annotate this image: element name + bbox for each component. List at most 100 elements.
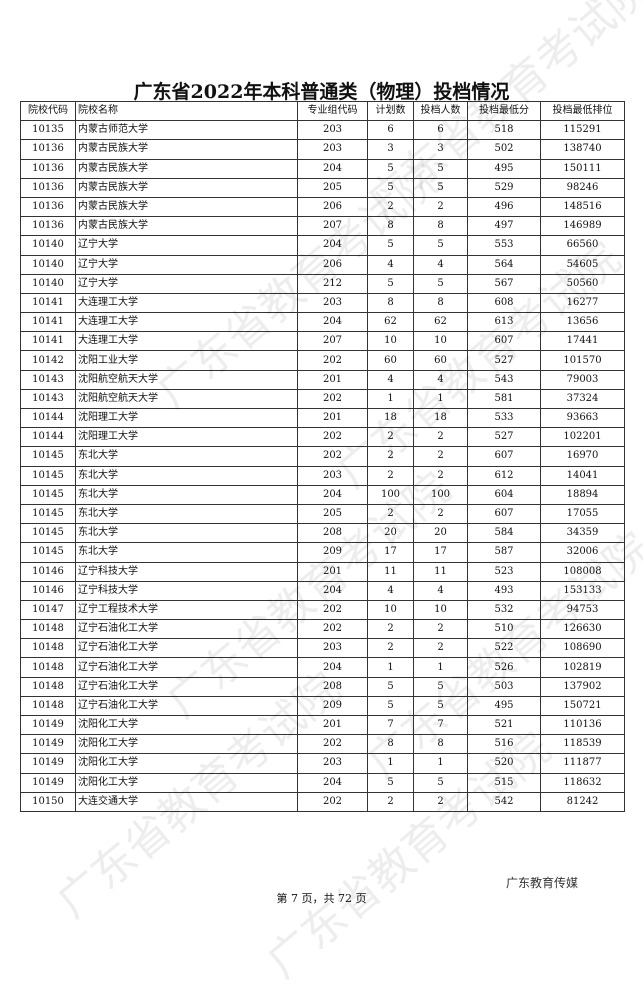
table-cell: 118632: [540, 772, 625, 793]
table-cell: 60: [413, 350, 468, 371]
table-cell: 内蒙古民族大学: [75, 177, 298, 198]
table-cell: 辽宁科技大学: [75, 580, 298, 601]
table-cell: 10136: [20, 216, 76, 237]
table-cell: 东北大学: [75, 523, 298, 544]
table-cell: 10150: [20, 791, 76, 812]
table-cell: 2: [367, 791, 414, 812]
table-cell: 108008: [540, 561, 625, 582]
table-cell: 辽宁大学: [75, 235, 298, 256]
table-cell: 138740: [540, 139, 625, 160]
table-cell: 201: [297, 714, 368, 736]
table-cell: 202: [297, 734, 368, 755]
table-row: 10145 东北大学 205 2 2 607 17055: [20, 503, 625, 525]
table-cell: 4: [367, 580, 414, 601]
table-cell: 东北大学: [75, 542, 298, 563]
table-cell: 16970: [540, 446, 625, 467]
table-cell: 10148: [20, 695, 76, 717]
table-cell: 10145: [20, 465, 76, 486]
table-cell: 502: [467, 139, 541, 160]
table-cell: 510: [467, 619, 541, 640]
table-row: 10144 沈阳理工大学 202 2 2 527 102201: [20, 427, 625, 448]
table-cell: 18: [367, 407, 414, 429]
table-cell: 内蒙古民族大学: [75, 196, 298, 218]
table-cell: 204: [297, 312, 368, 333]
table-cell: 10: [413, 331, 468, 352]
table-cell: 206: [297, 254, 368, 275]
table-row: 10141 大连理工大学 204 62 62 613 13656: [20, 312, 625, 333]
table-cell: 内蒙古民族大学: [75, 158, 298, 179]
table-cell: 沈阳理工大学: [75, 427, 298, 448]
table-row: 10146 辽宁科技大学 201 11 11 523 108008: [20, 561, 625, 582]
table-cell: 493: [467, 580, 541, 601]
table-cell: 沈阳航空航天大学: [75, 388, 298, 410]
table-cell: 137902: [540, 676, 625, 697]
table-cell: 527: [467, 350, 541, 371]
table-cell: 2: [367, 446, 414, 467]
table-cell: 81242: [540, 791, 625, 812]
table-cell: 10148: [20, 657, 76, 678]
table-cell: 204: [297, 772, 368, 793]
table-cell: 542: [467, 791, 541, 812]
table-cell: 126630: [540, 619, 625, 640]
table-cell: 2: [413, 196, 468, 218]
table-cell: 153133: [540, 580, 625, 601]
table-cell: 209: [297, 542, 368, 563]
table-cell: 520: [467, 753, 541, 774]
table-cell: 204: [297, 484, 368, 505]
table-cell: 10146: [20, 561, 76, 582]
table-cell: 202: [297, 350, 368, 371]
table-cell: 203: [297, 753, 368, 774]
header-row: 院校代码 院校名称 专业组代码 计划数 投档人数 投档最低分 投档最低排位: [20, 100, 625, 122]
table-cell: 527: [467, 427, 541, 448]
table-cell: 3: [413, 139, 468, 160]
table-cell: 8: [367, 216, 414, 237]
table-cell: 10145: [20, 542, 76, 563]
table-cell: 202: [297, 446, 368, 467]
table-cell: 204: [297, 235, 368, 256]
column-header: 计划数: [367, 100, 414, 122]
table-cell: 7: [367, 714, 414, 736]
column-header: 投档人数: [413, 100, 468, 122]
table-cell: 1: [367, 657, 414, 678]
table-row: 10149 沈阳化工大学 204 5 5 515 118632: [20, 772, 625, 793]
table-cell: 1: [367, 388, 414, 410]
table-row: 10140 辽宁大学 204 5 5 553 66560: [20, 235, 625, 256]
table-cell: 5: [413, 177, 468, 198]
table-cell: 203: [297, 465, 368, 486]
table-row: 10145 东北大学 209 17 17 587 32006: [20, 542, 625, 563]
table-cell: 10136: [20, 196, 76, 218]
table-cell: 10145: [20, 446, 76, 467]
table-cell: 584: [467, 523, 541, 544]
table-cell: 66560: [540, 235, 625, 256]
table-cell: 11: [367, 561, 414, 582]
table-cell: 10146: [20, 580, 76, 601]
table-row: 10148 辽宁石油化工大学 203 2 2 522 108690: [20, 638, 625, 659]
table-cell: 18894: [540, 484, 625, 505]
table-cell: 207: [297, 216, 368, 237]
table-cell: 34359: [540, 523, 625, 544]
table-cell: 5: [367, 235, 414, 256]
table-row: 10150 大连交通大学 202 2 2 542 81242: [20, 791, 625, 812]
table-cell: 2: [367, 465, 414, 486]
table-cell: 10148: [20, 619, 76, 640]
table-cell: 8: [367, 292, 414, 314]
table-cell: 10136: [20, 177, 76, 198]
table-cell: 515: [467, 772, 541, 793]
table-row: 10145 东北大学 203 2 2 612 14041: [20, 465, 625, 486]
table-cell: 50560: [540, 273, 625, 294]
table-row: 10136 内蒙古民族大学 203 3 3 502 138740: [20, 139, 625, 160]
table-cell: 1: [413, 753, 468, 774]
table-cell: 111877: [540, 753, 625, 774]
table-cell: 150111: [540, 158, 625, 179]
title: 广东省2022年本科普通类（物理）投档情况: [133, 81, 510, 103]
table-row: 10145 东北大学 204 100 100 604 18894: [20, 484, 625, 505]
table-cell: 202: [297, 619, 368, 640]
table-cell: 辽宁科技大学: [75, 561, 298, 582]
table-cell: 521: [467, 714, 541, 736]
table-row: 10142 沈阳工业大学 202 60 60 527 101570: [20, 350, 625, 371]
table-cell: 辽宁石油化工大学: [75, 638, 298, 659]
table-row: 10136 内蒙古民族大学 206 2 2 496 148516: [20, 196, 625, 218]
table-cell: 大连理工大学: [75, 292, 298, 314]
table-cell: 543: [467, 369, 541, 390]
table-cell: 567: [467, 273, 541, 294]
